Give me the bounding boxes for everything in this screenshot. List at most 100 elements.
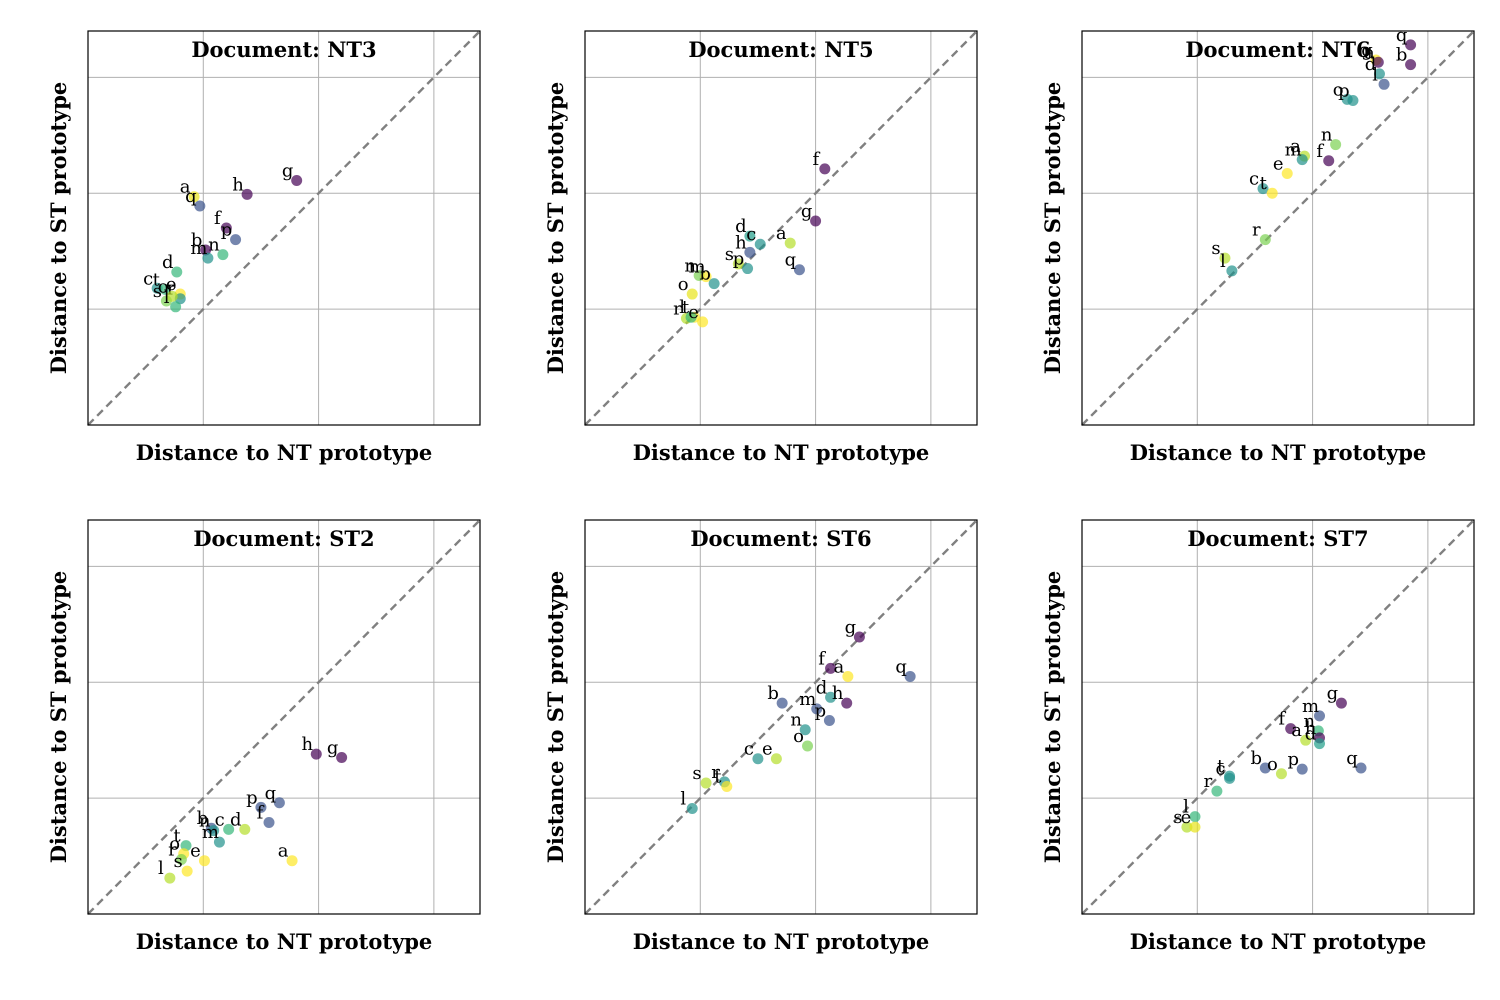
data-point-g [1335, 697, 1347, 709]
data-point-d [1314, 738, 1326, 750]
data-point-n [208, 825, 220, 837]
point-label-s: s [692, 763, 701, 784]
point-label-p: p [221, 220, 233, 241]
point-label-m: m [1285, 140, 1302, 161]
panel-title: Document: NT5 [688, 37, 873, 62]
point-label-d: d [162, 252, 174, 273]
point-label-q: q [185, 186, 197, 207]
data-point-q [194, 200, 206, 212]
point-label-b: b [699, 264, 711, 285]
point-label-c: c [1249, 169, 1259, 190]
y-axis-label: Distance to ST prototype [543, 571, 568, 864]
point-label-f: f [1316, 141, 1324, 162]
data-point-s [1219, 252, 1231, 264]
data-point-a [286, 855, 298, 867]
data-point-a [1372, 56, 1384, 68]
y-axis-label: Distance to ST prototype [46, 571, 71, 864]
point-label-o: o [678, 274, 689, 295]
data-point-d [1373, 68, 1385, 80]
y-axis-label: Distance to ST prototype [1040, 82, 1065, 375]
data-point-n [217, 249, 229, 261]
data-point-p [230, 234, 242, 246]
point-label-h: h [1305, 718, 1317, 739]
y-axis-label: Distance to ST prototype [543, 82, 568, 375]
diagonal-reference-line [584, 519, 978, 915]
data-point-d [744, 230, 756, 242]
data-point-f [263, 816, 275, 828]
data-point-p [255, 801, 267, 813]
data-point-c [1224, 772, 1236, 784]
point-label-d: d [816, 677, 828, 698]
point-label-b: b [1251, 748, 1263, 769]
x-axis-label: Distance to NT prototype [633, 929, 930, 954]
point-label-n: n [684, 256, 696, 277]
data-point-c [223, 823, 235, 835]
point-label-q: q [895, 656, 907, 677]
point-label-d: d [735, 216, 747, 237]
data-point-l [1226, 265, 1238, 277]
x-axis-label: Distance to NT prototype [136, 929, 433, 954]
point-label-e: e [762, 739, 773, 760]
x-axis-label: Distance to NT prototype [633, 440, 930, 465]
point-label-l: l [1372, 64, 1378, 85]
data-point-p [1296, 763, 1308, 775]
diagonal-reference-line [1081, 30, 1475, 426]
point-label-d: d [1365, 54, 1377, 75]
point-label-s: s [1173, 807, 1182, 828]
data-point-c [754, 238, 766, 250]
point-label-m: m [1302, 696, 1319, 717]
data-point-l [164, 872, 176, 884]
data-point-o [1275, 768, 1287, 780]
data-point-s [181, 865, 193, 877]
data-point-c [1257, 183, 1269, 195]
point-label-t: t [1217, 756, 1225, 777]
data-point-l [1189, 811, 1201, 823]
data-point-h [241, 188, 253, 200]
data-point-p [1347, 95, 1359, 107]
data-point-a [1300, 734, 1312, 746]
data-point-p [823, 714, 835, 726]
data-point-c [752, 753, 764, 765]
data-point-s [732, 258, 744, 270]
data-point-d [825, 691, 837, 703]
point-label-e: e [688, 302, 699, 323]
diagonal-reference-line [87, 30, 481, 426]
point-label-g: g [282, 160, 294, 181]
data-point-q [273, 797, 285, 809]
point-label-q: q [785, 250, 797, 271]
point-label-h: h [232, 174, 244, 195]
panel-title: Document: NT3 [191, 37, 376, 62]
point-label-p: p [1287, 749, 1299, 770]
point-label-a: a [1291, 720, 1302, 741]
point-label-a: a [1364, 42, 1375, 63]
data-point-h [310, 748, 322, 760]
point-label-t: t [1260, 173, 1268, 194]
point-label-m: m [190, 238, 207, 259]
point-label-d: d [230, 809, 242, 830]
point-label-a: a [1290, 136, 1301, 157]
point-label-o: o [1333, 79, 1344, 100]
point-label-q: q [1346, 748, 1358, 769]
data-point-e [198, 855, 210, 867]
data-point-m [811, 703, 823, 715]
point-label-a: a [278, 841, 289, 862]
point-label-c: c [746, 224, 756, 245]
point-label-h: h [735, 232, 747, 253]
point-label-n: n [1304, 711, 1316, 732]
point-label-p: p [815, 700, 827, 721]
data-point-q [1355, 762, 1367, 774]
point-label-o: o [1267, 754, 1278, 775]
data-point-q [793, 264, 805, 276]
point-label-a: a [180, 177, 191, 198]
data-point-s [700, 777, 712, 789]
data-point-m [700, 271, 712, 283]
point-label-c: c [215, 809, 225, 830]
data-point-d [239, 823, 251, 835]
data-point-e [1189, 821, 1201, 833]
point-label-f: f [812, 149, 820, 170]
point-label-s: s [1211, 238, 1220, 259]
